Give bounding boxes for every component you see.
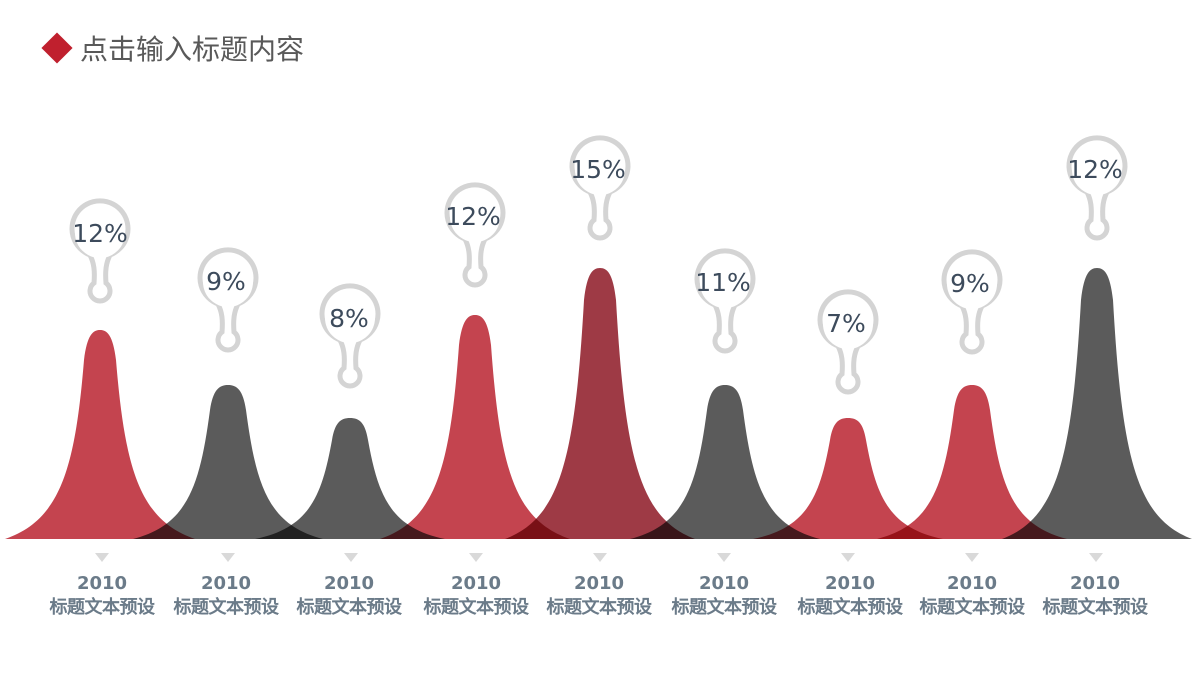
pin-6 bbox=[694, 248, 756, 354]
pin-2 bbox=[197, 247, 259, 353]
value-label: 9% bbox=[950, 269, 990, 298]
pin-4 bbox=[444, 182, 506, 288]
value-label: 7% bbox=[826, 309, 866, 338]
year-label: 2010 bbox=[698, 573, 750, 594]
value-labels: 12% 9% 8% 12% 15% 11% 7% 9% 12% bbox=[72, 155, 1123, 338]
category-label: 2010 标题文本预设 bbox=[534, 572, 664, 620]
year-label: 2010 bbox=[323, 573, 375, 594]
pin-fills bbox=[75, 145, 1122, 349]
value-label: 8% bbox=[329, 304, 369, 333]
pin-7 bbox=[817, 289, 879, 395]
peaks bbox=[5, 268, 1192, 539]
peak-4 bbox=[380, 315, 570, 539]
category-label: 2010 标题文本预设 bbox=[284, 572, 414, 620]
triangle-down-icon bbox=[344, 553, 358, 562]
triangle-down-icon bbox=[1089, 553, 1103, 562]
peak-2 bbox=[133, 385, 323, 539]
category-label: 2010 标题文本预设 bbox=[37, 572, 167, 620]
peak-3 bbox=[255, 418, 445, 539]
category-name: 标题文本预设 bbox=[797, 597, 904, 618]
peak-9 bbox=[1002, 268, 1192, 539]
year-label: 2010 bbox=[200, 573, 252, 594]
triangle-down-icon bbox=[841, 553, 855, 562]
value-label: 12% bbox=[445, 202, 501, 231]
category-label: 2010 标题文本预设 bbox=[785, 572, 915, 620]
year-label: 2010 bbox=[824, 573, 876, 594]
category-name: 标题文本预设 bbox=[49, 597, 156, 618]
category-name: 标题文本预设 bbox=[546, 597, 653, 618]
category-label: 2010 标题文本预设 bbox=[161, 572, 291, 620]
value-label: 11% bbox=[695, 268, 751, 297]
title-bar: 点击输入标题内容 bbox=[40, 28, 304, 68]
pin-1 bbox=[69, 198, 131, 304]
peak-8 bbox=[877, 385, 1067, 539]
category-labels: 2010 标题文本预设 2010 标题文本预设 2010 标题文本预设 2010 标题文… bbox=[0, 572, 1200, 632]
value-label: 9% bbox=[206, 267, 246, 296]
category-name: 标题文本预设 bbox=[1042, 597, 1149, 618]
triangle-down-icon bbox=[221, 553, 235, 562]
pin-3 bbox=[319, 283, 381, 389]
category-name: 标题文本预设 bbox=[919, 597, 1026, 618]
triangle-down-icon bbox=[95, 553, 109, 562]
year-label: 2010 bbox=[946, 573, 998, 594]
triangle-down-icon bbox=[469, 553, 483, 562]
peak-7 bbox=[753, 418, 943, 539]
year-label: 2010 bbox=[450, 573, 502, 594]
pin-9 bbox=[1066, 135, 1128, 241]
category-label: 2010 标题文本预设 bbox=[411, 572, 541, 620]
peak-5 bbox=[505, 268, 695, 539]
value-label: 12% bbox=[1067, 155, 1123, 184]
category-label: 2010 标题文本预设 bbox=[907, 572, 1037, 620]
page-title: 点击输入标题内容 bbox=[80, 33, 305, 66]
year-label: 2010 bbox=[573, 573, 625, 594]
pin-5 bbox=[569, 135, 631, 241]
value-label: 12% bbox=[72, 219, 128, 248]
category-name: 标题文本预设 bbox=[296, 597, 403, 618]
category-name: 标题文本预设 bbox=[423, 597, 530, 618]
peak-6 bbox=[630, 385, 820, 539]
category-name: 标题文本预设 bbox=[173, 597, 280, 618]
pin-8 bbox=[941, 249, 1003, 355]
category-name: 标题文本预设 bbox=[671, 597, 778, 618]
category-label: 2010 标题文本预设 bbox=[1030, 572, 1160, 620]
year-label: 2010 bbox=[1069, 573, 1121, 594]
category-label: 2010 标题文本预设 bbox=[659, 572, 789, 620]
triangle-down-icon bbox=[717, 553, 731, 562]
triangle-down-icon bbox=[593, 553, 607, 562]
year-label: 2010 bbox=[76, 573, 128, 594]
pins bbox=[69, 135, 1128, 395]
triangle-down-icon bbox=[965, 553, 979, 562]
peak-1 bbox=[5, 330, 195, 539]
value-label: 15% bbox=[570, 155, 626, 184]
